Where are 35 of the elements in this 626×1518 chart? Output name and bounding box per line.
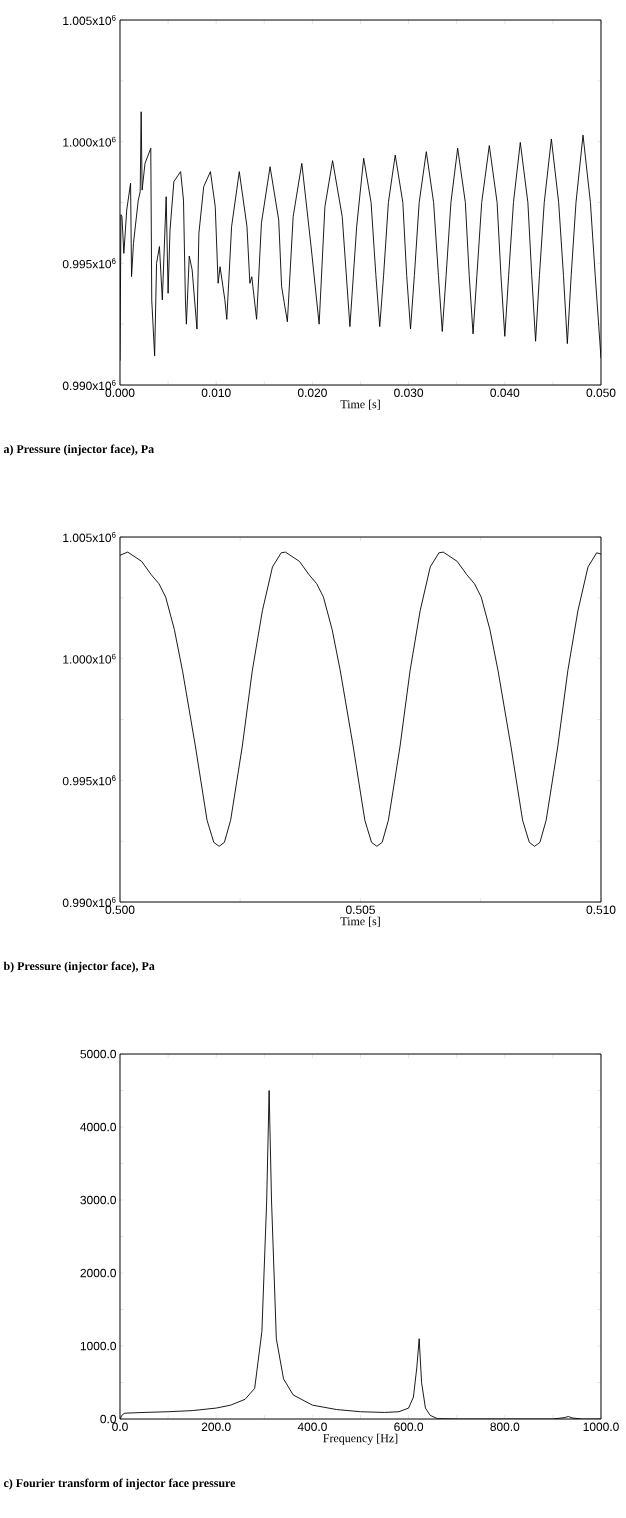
- y-tick-label: 2000.0: [80, 1268, 117, 1278]
- x-axis-title: Time [s]: [340, 399, 380, 410]
- x-tick-label: 0.030: [394, 388, 424, 397]
- y-tick-label: 0.995x10$^{6}$: [62, 258, 116, 269]
- y-tick-label: 0.990x10$^{6}$: [62, 380, 116, 391]
- y-tick-label: 1.005x10$^{6}$: [63, 15, 116, 26]
- y-tick-label: 1.005x10$^{6}$: [63, 532, 116, 543]
- y-tick-label: 5000.0: [80, 1049, 117, 1059]
- x-axis-title: Frequency [Hz]: [323, 1433, 398, 1445]
- y-tick-label: 4000.0: [80, 1122, 117, 1132]
- y-tick-label: 3000.0: [80, 1195, 117, 1205]
- x-tick-label: 0.040: [490, 388, 520, 397]
- text: b) Pressure (injector face), Pa: [3, 961, 155, 973]
- x-tick-label: 0.510: [586, 905, 616, 914]
- x-tick-label: 600.0: [394, 1422, 424, 1431]
- x-tick-label: 800.0: [490, 1422, 520, 1431]
- x-tick-label: 0.000: [105, 388, 135, 397]
- y-tick-label: 1000.0: [80, 1341, 117, 1351]
- x-tick-label: 0.020: [297, 388, 327, 397]
- x-tick-label: 0.505: [346, 905, 375, 914]
- x-tick-label: 400.0: [297, 1422, 327, 1431]
- y-tick-label: 0.990x10$^{6}$: [62, 897, 116, 908]
- y-tick-label: 0.0: [100, 1414, 117, 1424]
- y-tick-label: 1.000x10$^{6}$: [63, 136, 116, 147]
- y-tick-label: 1.000x10$^{6}$: [63, 653, 116, 664]
- text: c) Fourier transform of injector face pressure: [3, 1478, 236, 1490]
- y-tick-label: 0.995x10$^{6}$: [62, 775, 116, 786]
- x-tick-label: 0.010: [201, 388, 231, 397]
- x-tick-label: 200.0: [201, 1422, 231, 1431]
- x-tick-label: 0.500: [105, 905, 135, 914]
- x-tick-label: 0.0: [112, 1422, 128, 1431]
- x-axis-title: Time [s]: [340, 916, 380, 927]
- text: a) Pressure (injector face), Pa: [3, 444, 154, 456]
- x-tick-label: 1000.0: [583, 1422, 619, 1431]
- x-tick-label: 0.050: [586, 388, 616, 397]
